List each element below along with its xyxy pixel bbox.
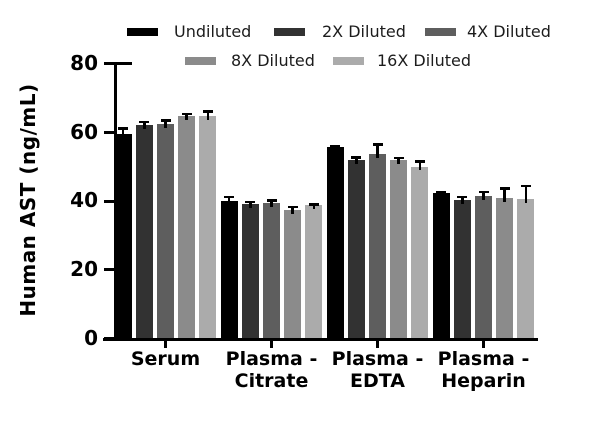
error-bar-cap (499, 187, 510, 190)
legend-label: 4X Diluted (467, 22, 551, 41)
x-tick (482, 340, 485, 348)
bar-16x-diluted-2 (411, 166, 429, 339)
error-bar-whisker (418, 160, 422, 171)
bar-4x-diluted-3 (475, 196, 492, 339)
error-bar-cap (202, 110, 213, 113)
legend-swatch-8x-diluted (185, 57, 216, 65)
error-bar-whisker (270, 199, 273, 207)
error-bar-whisker (312, 203, 316, 209)
bar-2x-diluted-1 (241, 204, 259, 339)
legend-swatch-undiluted (127, 28, 158, 36)
error-bar-cap (436, 190, 447, 194)
error-bar-cap (287, 205, 298, 209)
x-category-label: Serum (130, 348, 201, 370)
x-axis-line (103, 337, 538, 341)
bar-2x-diluted-0 (135, 124, 153, 339)
bar-undiluted-3 (432, 192, 450, 339)
legend-swatch-16x-diluted (333, 57, 364, 65)
bar-16x-diluted-0 (199, 116, 217, 339)
error-bar-whisker (503, 187, 506, 202)
error-bar-cap (245, 200, 256, 204)
x-category-label: Citrate (234, 370, 309, 392)
bar-undiluted-2 (326, 146, 344, 339)
legend-label: 16X Diluted (377, 51, 472, 70)
bar-16x-diluted-3 (517, 199, 535, 339)
error-bar-cap (393, 156, 404, 160)
error-bar-cap (160, 119, 171, 122)
error-bar-cap (414, 160, 425, 163)
bar-4x-diluted-0 (157, 123, 174, 339)
y-tick (104, 131, 114, 135)
legend-label: 2X Diluted (322, 22, 406, 41)
error-bar-cap (330, 144, 341, 148)
y-axis-title: Human AST (ng/mL) (16, 83, 40, 317)
x-category-label: Plasma - (331, 348, 424, 370)
error-bar-cap (478, 190, 489, 194)
y-tick (104, 337, 114, 340)
error-bar-whisker (291, 205, 294, 215)
error-bar-cap (118, 127, 129, 130)
error-bar-cap (457, 195, 468, 199)
bar-8x-diluted-3 (496, 197, 514, 339)
x-category-label: Heparin (441, 370, 526, 392)
error-bar-whisker (376, 143, 379, 158)
bar-2x-diluted-2 (347, 159, 365, 339)
error-bar-whisker (355, 156, 358, 164)
error-bar-whisker (164, 119, 167, 128)
x-category-label: Plasma - (437, 348, 530, 370)
error-bar-cap (308, 203, 319, 206)
bar-4x-diluted-1 (263, 202, 280, 339)
x-tick (376, 340, 379, 348)
y-tick (104, 62, 132, 66)
error-bar-whisker (524, 184, 528, 204)
bar-8x-diluted-1 (284, 210, 302, 339)
x-category-label: Plasma - (225, 348, 318, 370)
bar-8x-diluted-2 (390, 159, 408, 339)
error-bar-whisker (461, 195, 464, 205)
x-tick (164, 340, 167, 348)
error-bar-cap (351, 156, 362, 159)
error-bar-whisker (333, 144, 337, 151)
error-bar-cap (372, 143, 383, 146)
y-tick-label: 60 (70, 119, 98, 144)
y-tick-label: 0 (84, 325, 98, 350)
error-bar-cap (520, 184, 531, 188)
bar-undiluted-0 (114, 133, 132, 339)
error-bar-whisker (121, 127, 125, 138)
y-tick-label: 40 (70, 188, 98, 213)
error-bar-cap (139, 120, 150, 123)
legend-swatch-2x-diluted (274, 28, 305, 36)
legend-label: Undiluted (174, 22, 252, 41)
error-bar-whisker (206, 110, 210, 121)
legend-label: 8X Diluted (231, 51, 315, 70)
error-bar-whisker (227, 195, 231, 206)
error-bar-cap (181, 112, 192, 116)
y-tick-label: 20 (70, 256, 98, 281)
error-bar-whisker (185, 112, 188, 120)
error-bar-cap (266, 199, 277, 202)
y-tick (104, 199, 114, 203)
error-bar-cap (224, 195, 235, 199)
bar-undiluted-1 (220, 201, 238, 339)
y-tick (104, 268, 114, 272)
error-bar-whisker (397, 156, 400, 164)
bar-4x-diluted-2 (369, 153, 386, 339)
error-bar-whisker (439, 190, 443, 197)
x-tick (270, 340, 273, 348)
bar-16x-diluted-1 (305, 204, 323, 339)
bar-8x-diluted-0 (178, 115, 196, 339)
error-bar-whisker (143, 120, 146, 129)
error-bar-whisker (249, 200, 252, 209)
legend-swatch-4x-diluted (425, 28, 456, 36)
bar-2x-diluted-3 (453, 200, 471, 339)
y-tick-label: 80 (70, 50, 98, 75)
error-bar-whisker (482, 190, 485, 201)
x-category-label: EDTA (350, 370, 405, 392)
